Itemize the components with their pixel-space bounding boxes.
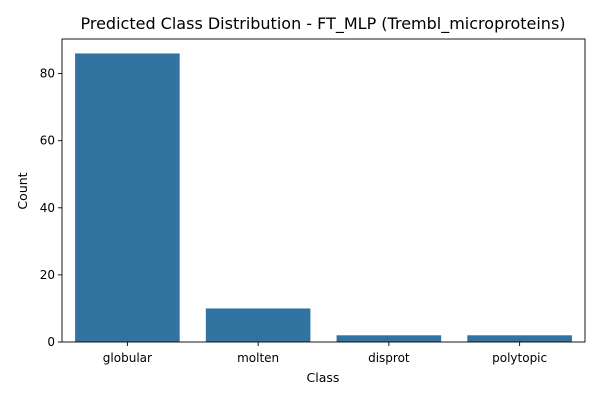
x-tick-label: molten [237, 351, 279, 365]
bar-disprot [336, 335, 442, 342]
y-tick-label: 60 [40, 134, 55, 148]
y-axis-label: Count [15, 172, 30, 209]
x-tick-label: globular [103, 351, 152, 365]
x-tick-label: disprot [368, 351, 410, 365]
bars-group [75, 53, 572, 343]
x-axis-label: Class [307, 370, 340, 385]
bar-globular [75, 53, 180, 343]
bar-molten [205, 308, 311, 342]
bar-polytopic [467, 335, 572, 342]
y-tick-label: 80 [40, 67, 55, 81]
x-tick-label: polytopic [492, 351, 547, 365]
y-tick-label: 0 [47, 335, 55, 349]
x-axis: globular molten disprot polytopic [103, 342, 547, 365]
y-axis: 0 20 40 60 80 [40, 67, 62, 349]
plot-frame [61, 38, 586, 343]
y-tick-label: 40 [40, 201, 55, 215]
y-tick-label: 20 [40, 268, 55, 282]
chart-title: Predicted Class Distribution - FT_MLP (T… [80, 14, 565, 34]
